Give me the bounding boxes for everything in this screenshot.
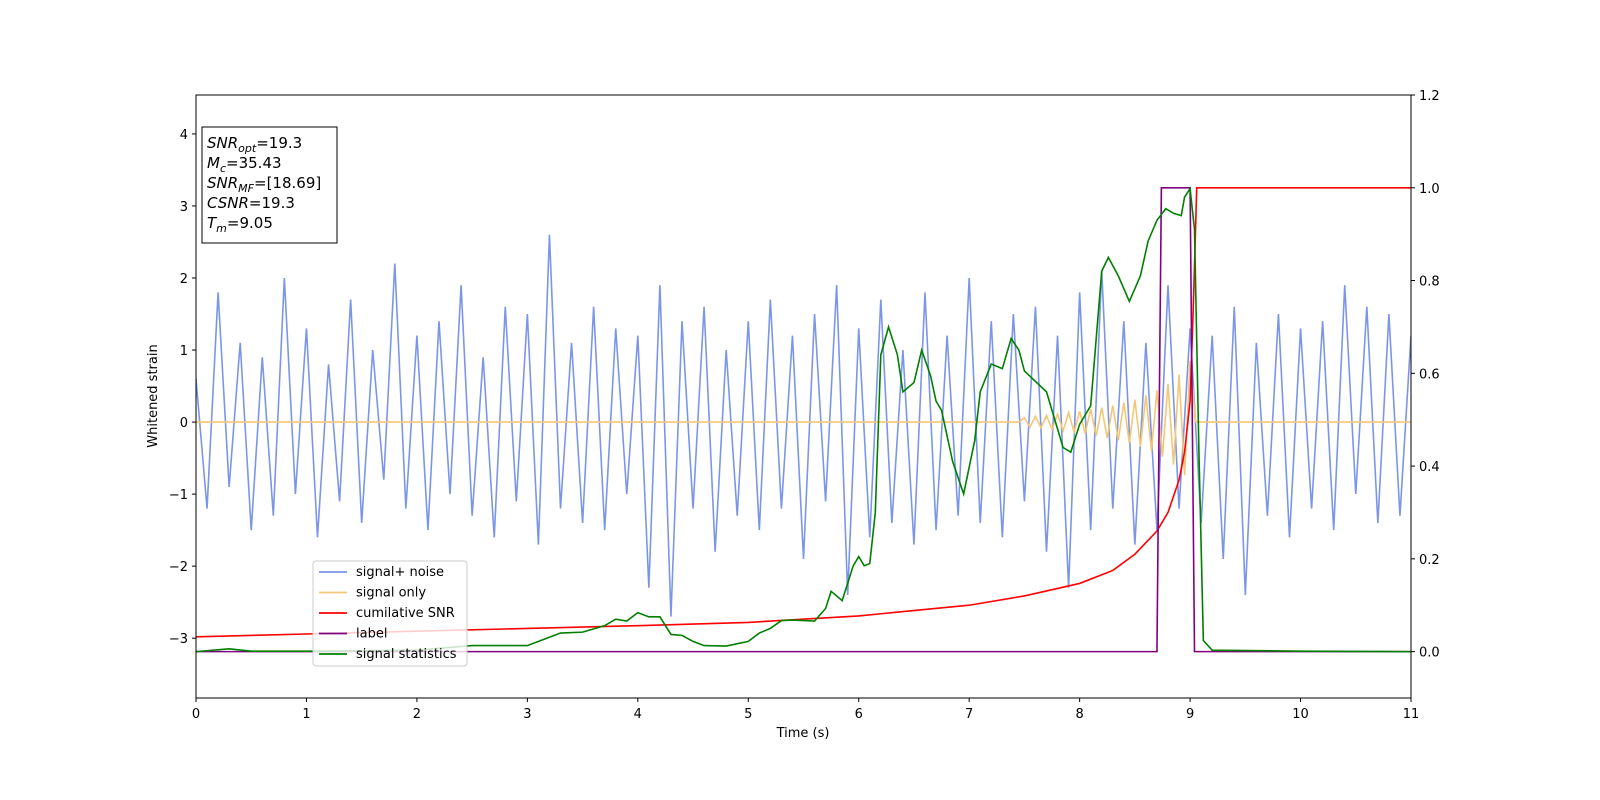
- legend-label: cumilative SNR: [356, 606, 455, 621]
- stats-subscript: m: [216, 222, 227, 235]
- y2-tick-label: 0.8: [1419, 275, 1440, 290]
- stats-box-frame: [201, 126, 338, 244]
- x-tick-label: 9: [1186, 707, 1194, 722]
- y-tick-label: 0: [180, 416, 188, 431]
- y-tick-label: 2: [180, 272, 188, 287]
- legend: signal+ noise signal only cumilative SNR la…: [312, 560, 468, 667]
- stats-value: =9.05: [227, 214, 273, 232]
- y-tick-label: −2: [169, 560, 188, 575]
- plot-area: [196, 186, 1411, 653]
- stats-value: =35.43: [226, 154, 282, 172]
- y2-tick-label: 0.4: [1419, 460, 1440, 475]
- y-tick-label: 4: [180, 128, 188, 143]
- x-tick-label: 7: [965, 707, 973, 722]
- series-line: [196, 360, 1411, 476]
- stats-line: CSNR=19.3: [207, 194, 295, 212]
- x-tick-label: 0: [192, 707, 200, 722]
- stats-value: =19.3: [256, 134, 302, 152]
- stats-name: T: [207, 214, 218, 232]
- y2-tick-label: 1.2: [1419, 89, 1440, 104]
- x-tick-label: 11: [1403, 707, 1420, 722]
- y-tick-label: −3: [169, 632, 188, 647]
- x-tick-label: 1: [302, 707, 310, 722]
- y2-tick-label: 0.0: [1419, 646, 1440, 661]
- legend-label: label: [356, 627, 387, 642]
- stats-subscript: opt: [238, 142, 257, 155]
- x-tick-label: 2: [413, 707, 421, 722]
- stats-name: SNR: [207, 134, 238, 152]
- y2-tick-label: 0.6: [1419, 367, 1440, 382]
- y2-tick-label: 0.2: [1419, 553, 1440, 568]
- series-line: [196, 186, 1411, 638]
- x-axis-label: Time (s): [776, 726, 830, 741]
- x-tick-label: 5: [744, 707, 752, 722]
- x-tick-label: 4: [634, 707, 642, 722]
- stats-line: SNRopt=19.3: [207, 134, 302, 155]
- x-tick-label: 3: [523, 707, 531, 722]
- plot-frame: [195, 94, 1412, 699]
- y-tick-label: 3: [180, 200, 188, 215]
- y-axis-label: Whitened strain: [146, 344, 161, 447]
- series-line: [196, 234, 1411, 617]
- legend-label: signal statistics: [356, 647, 457, 662]
- stats-line: SNRMF=[18.69]: [207, 174, 321, 195]
- y-tick-label: −1: [169, 488, 188, 503]
- stats-name: M: [207, 154, 220, 172]
- stats-subscript: MF: [238, 182, 254, 195]
- stats-name: SNR: [207, 174, 238, 192]
- legend-label: signal only: [356, 586, 426, 601]
- stats-subscript: c: [220, 162, 226, 175]
- y-tick-label: 1: [180, 344, 188, 359]
- y2-tick-label: 1.0: [1419, 182, 1440, 197]
- legend-frame: [312, 560, 468, 667]
- legend-label: signal+ noise: [356, 565, 444, 580]
- stats-line: Mc=35.43: [207, 154, 282, 175]
- stats-name: CSNR: [207, 194, 249, 212]
- x-tick-label: 8: [1075, 707, 1083, 722]
- x-tick-label: 6: [855, 707, 863, 722]
- stats-line: Tm=9.05: [207, 214, 273, 235]
- stats-value: =19.3: [249, 194, 295, 212]
- stats-value: =[18.69]: [254, 174, 321, 192]
- series-line: [196, 186, 1411, 653]
- x-tick-label: 10: [1292, 707, 1309, 722]
- stats-box: SNRopt=19.3Mc=35.43SNRMF=[18.69]CSNR=19.…: [201, 126, 338, 244]
- series-line: [196, 186, 1411, 653]
